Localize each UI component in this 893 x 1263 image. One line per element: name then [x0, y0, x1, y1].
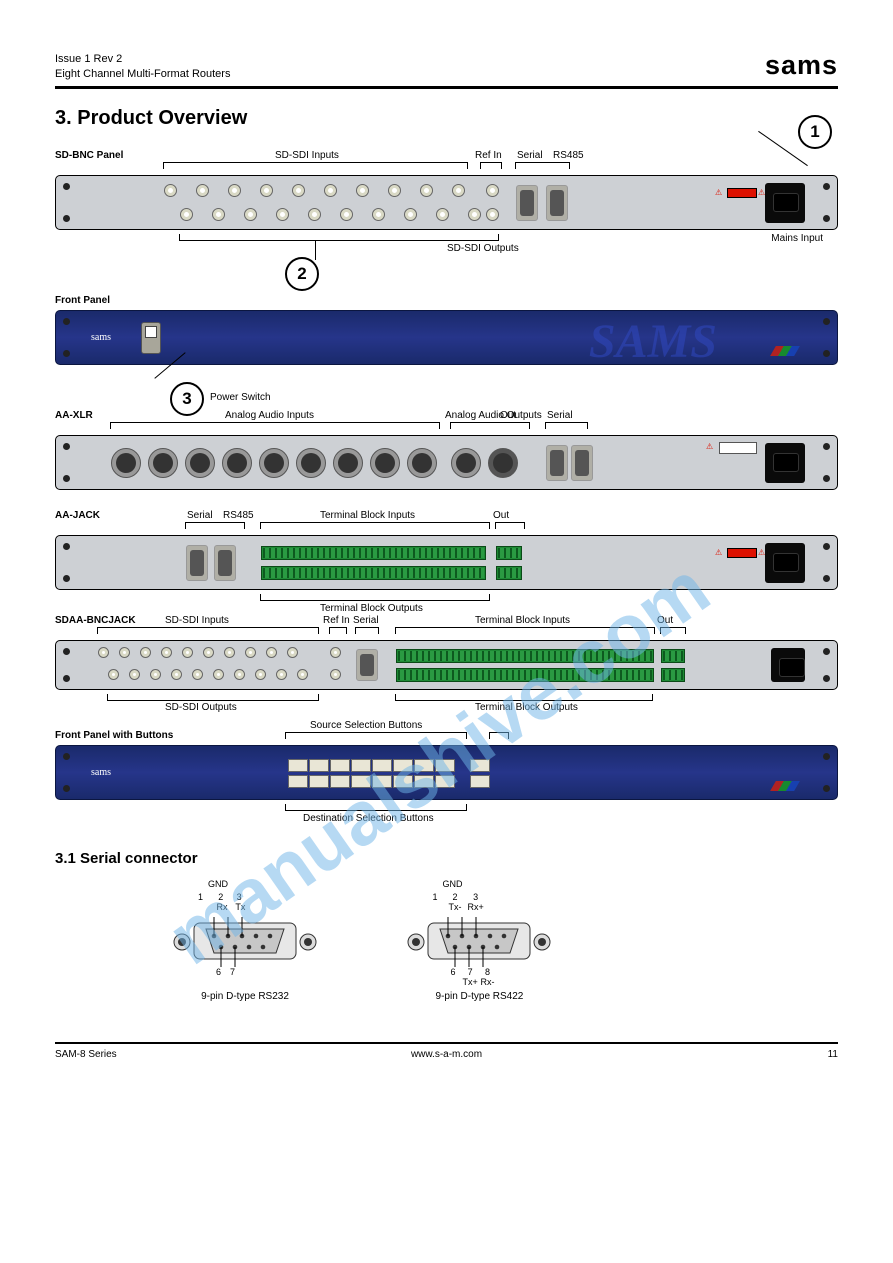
lbl-aa-out: Analog Audio Outputs	[445, 410, 542, 421]
front-panel: sams SAMS	[55, 310, 838, 365]
src-buttons[interactable]	[288, 759, 491, 772]
panelC: AA-XLR	[55, 410, 93, 421]
panelD: AA-JACK	[55, 510, 100, 521]
rs232-diagram: 1 2 Rx 3 Tx GND 6 7 9-pin D-type RS232	[170, 892, 320, 1002]
iec-inlet	[765, 183, 805, 223]
sd-bnc-panel	[55, 175, 838, 230]
product-line: Eight Channel Multi-Format Routers	[55, 67, 230, 81]
row-aaxlr: Analog Audio Inputs Analog Audio Outputs…	[55, 435, 838, 490]
sdaa-panel	[55, 640, 838, 690]
aaxlr-panel	[55, 435, 838, 490]
lbl-ref: Ref In	[475, 150, 502, 161]
lbl-serial: Serial	[517, 150, 543, 161]
callout-2: 2	[285, 257, 319, 291]
page-header: Issue 1 Rev 2 Eight Channel Multi-Format…	[55, 50, 838, 89]
lbl-mains: Mains Input	[771, 233, 823, 244]
front-panel-buttons: sams	[55, 745, 838, 800]
callout-3: 3	[170, 382, 204, 416]
issue-line: Issue 1 Rev 2	[55, 52, 230, 66]
serial-section: 3.1 Serial connector 1 2 Rx 3 Tx GND 6	[55, 850, 838, 1002]
panelB: Front Panel	[55, 295, 110, 306]
row-sd-bnc: SD-SDI Inputs Ref In Serial RS485 1 Main…	[55, 175, 838, 230]
dst-buttons[interactable]	[288, 775, 491, 788]
row-frontb: Front Panel with Buttons Source Selectio…	[55, 745, 838, 800]
panelA: SD-BNC Panel	[55, 150, 123, 161]
header-left: Issue 1 Rev 2 Eight Channel Multi-Format…	[55, 52, 230, 81]
row-aajack: Serial RS485 Terminal Block Inputs Out A…	[55, 535, 838, 590]
panelF: Front Panel with Buttons	[55, 730, 173, 741]
lbl-rs485: RS485	[553, 150, 584, 161]
callout-1: 1	[798, 115, 832, 149]
footer-mid: www.s-a-m.com	[316, 1049, 577, 1060]
brand-logo: sams	[765, 50, 838, 81]
lbl-pwrsw: Power Switch	[210, 392, 271, 403]
lbl-aa-in: Analog Audio Inputs	[225, 410, 314, 421]
footer-right: 11	[577, 1049, 838, 1060]
rs422-diagram: 1 2 Tx- 3 Rx+ GND 6 7 Tx+ 8 Rx- 9-pin D	[404, 892, 554, 1002]
lbl-sdi-out: SD-SDI Outputs	[447, 243, 519, 254]
row-sdaa: SD-SDI Inputs Ref In Serial Terminal Blo…	[55, 640, 838, 690]
footer-left: SAM-8 Series	[55, 1049, 316, 1060]
page-footer: SAM-8 Series www.s-a-m.com 11	[55, 1042, 838, 1060]
row-front: Front Panel sams SAMS 3 Power Switch	[55, 310, 838, 365]
aajack-panel	[55, 535, 838, 590]
front-brand: sams	[91, 332, 111, 343]
serial-title: 3.1 Serial connector	[55, 850, 838, 867]
power-switch[interactable]	[141, 322, 161, 354]
section-title: 3. Product Overview	[55, 107, 838, 130]
panelE: SDAA-BNCJACK	[55, 615, 136, 626]
lbl-sdi-in: SD-SDI Inputs	[275, 150, 339, 161]
